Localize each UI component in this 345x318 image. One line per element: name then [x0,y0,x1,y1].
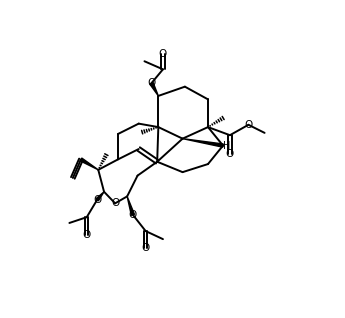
Text: O: O [159,49,167,59]
Text: O: O [111,198,119,208]
Text: O: O [93,195,101,205]
Polygon shape [96,192,104,201]
Polygon shape [127,197,135,215]
Text: O: O [141,243,150,253]
Text: H: H [223,141,230,151]
Text: O: O [244,120,253,130]
Polygon shape [183,139,223,147]
Text: O: O [82,230,91,239]
Polygon shape [150,82,158,96]
Text: O: O [129,210,137,220]
Text: O: O [226,149,234,159]
Text: O: O [147,78,156,88]
Polygon shape [80,158,98,170]
